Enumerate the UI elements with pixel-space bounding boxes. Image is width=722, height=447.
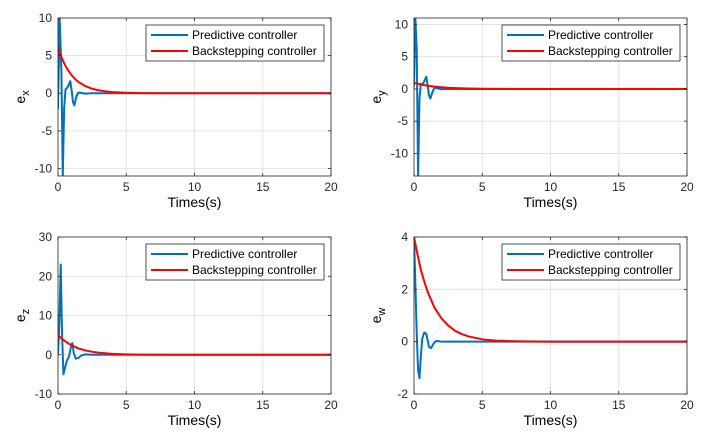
y-tick-label: 10 (39, 11, 53, 25)
legend-label: Backstepping controller (548, 44, 673, 58)
y-tick-label: 5 (401, 50, 408, 64)
x-tick-label: 10 (544, 180, 558, 194)
x-tick-label: 15 (612, 398, 626, 412)
x-tick-label: 20 (324, 180, 338, 194)
y-axis-label: ez (12, 309, 32, 322)
series-line-predictive (414, 237, 687, 380)
legend-box (501, 24, 681, 62)
legend-label: Backstepping controller (192, 263, 317, 277)
legend-label: Predictive controller (548, 28, 653, 42)
x-tick-label: 5 (479, 398, 486, 412)
x-tick-label: 0 (55, 180, 62, 194)
x-tick-label: 10 (188, 180, 202, 194)
legend-label: Predictive controller (192, 28, 297, 42)
y-tick-label: 30 (39, 230, 53, 244)
y-axis-label-base: e (12, 96, 28, 104)
y-tick-label: 0 (401, 82, 408, 96)
y-tick-label: 10 (39, 309, 53, 323)
x-tick-label: 20 (324, 398, 338, 412)
y-tick-label: 0 (45, 86, 52, 100)
y-axis-label-base: e (12, 314, 28, 322)
x-tick-label: 10 (544, 398, 558, 412)
y-tick-label: -5 (397, 114, 408, 128)
y-axis-label: ew (368, 308, 388, 324)
legend: Predictive controller Backstepping contro… (145, 24, 325, 62)
y-tick-label: -2 (397, 387, 408, 401)
legend: Predictive controller Backstepping contro… (501, 24, 681, 62)
series-line-backstepping (414, 237, 687, 343)
y-axis-label-base: e (368, 96, 384, 104)
x-axis-label: Times(s) (168, 412, 222, 428)
y-tick-label: -5 (41, 124, 52, 138)
legend-label: Predictive controller (548, 247, 653, 261)
legend-label: Predictive controller (192, 247, 297, 261)
y-tick-label: 4 (401, 230, 408, 244)
series-line-predictive (414, 18, 687, 176)
y-tick-label: 2 (401, 282, 408, 296)
y-tick-label: 10 (395, 17, 409, 31)
x-tick-label: 15 (612, 180, 626, 194)
series-line-backstepping (58, 334, 331, 356)
series-line-backstepping (414, 81, 687, 90)
legend-box (501, 243, 681, 281)
legend: Predictive controller Backstepping contro… (145, 243, 325, 281)
x-tick-label: 0 (411, 398, 418, 412)
x-tick-label: 0 (55, 398, 62, 412)
x-tick-label: 0 (411, 180, 418, 194)
x-tick-label: 5 (123, 180, 130, 194)
y-tick-label: -10 (35, 161, 53, 175)
x-axis-label: Times(s) (524, 412, 578, 428)
y-tick-label: -10 (35, 387, 53, 401)
y-axis-label-subscript: w (376, 308, 388, 317)
x-tick-label: 20 (680, 180, 694, 194)
legend: Predictive controller Backstepping contro… (501, 243, 681, 281)
legend-box (145, 24, 325, 62)
x-tick-label: 10 (188, 398, 202, 412)
y-tick-label: 5 (45, 49, 52, 63)
y-axis-label-subscript: z (20, 309, 32, 315)
y-tick-label: 20 (39, 269, 53, 283)
y-axis-label: ex (12, 90, 32, 104)
series-line-predictive (58, 263, 331, 376)
y-tick-label: 0 (401, 335, 408, 349)
x-tick-label: 20 (680, 398, 694, 412)
y-axis-label-base: e (368, 315, 384, 323)
legend-label: Backstepping controller (548, 263, 673, 277)
y-axis-label-subscript: y (376, 90, 388, 96)
series-line-predictive (58, 18, 331, 176)
x-tick-label: 5 (123, 398, 130, 412)
series-line-backstepping (58, 46, 331, 95)
y-tick-label: -10 (391, 146, 409, 160)
y-axis-label-subscript: x (20, 90, 32, 96)
x-tick-label: 5 (479, 180, 486, 194)
x-axis-label: Times(s) (168, 194, 222, 210)
x-axis-label: Times(s) (524, 194, 578, 210)
y-tick-label: 0 (45, 348, 52, 362)
x-tick-label: 15 (256, 180, 270, 194)
x-tick-label: 15 (256, 398, 270, 412)
y-axis-label: ey (368, 90, 388, 104)
legend-label: Backstepping controller (192, 44, 317, 58)
legend-box (145, 243, 325, 281)
